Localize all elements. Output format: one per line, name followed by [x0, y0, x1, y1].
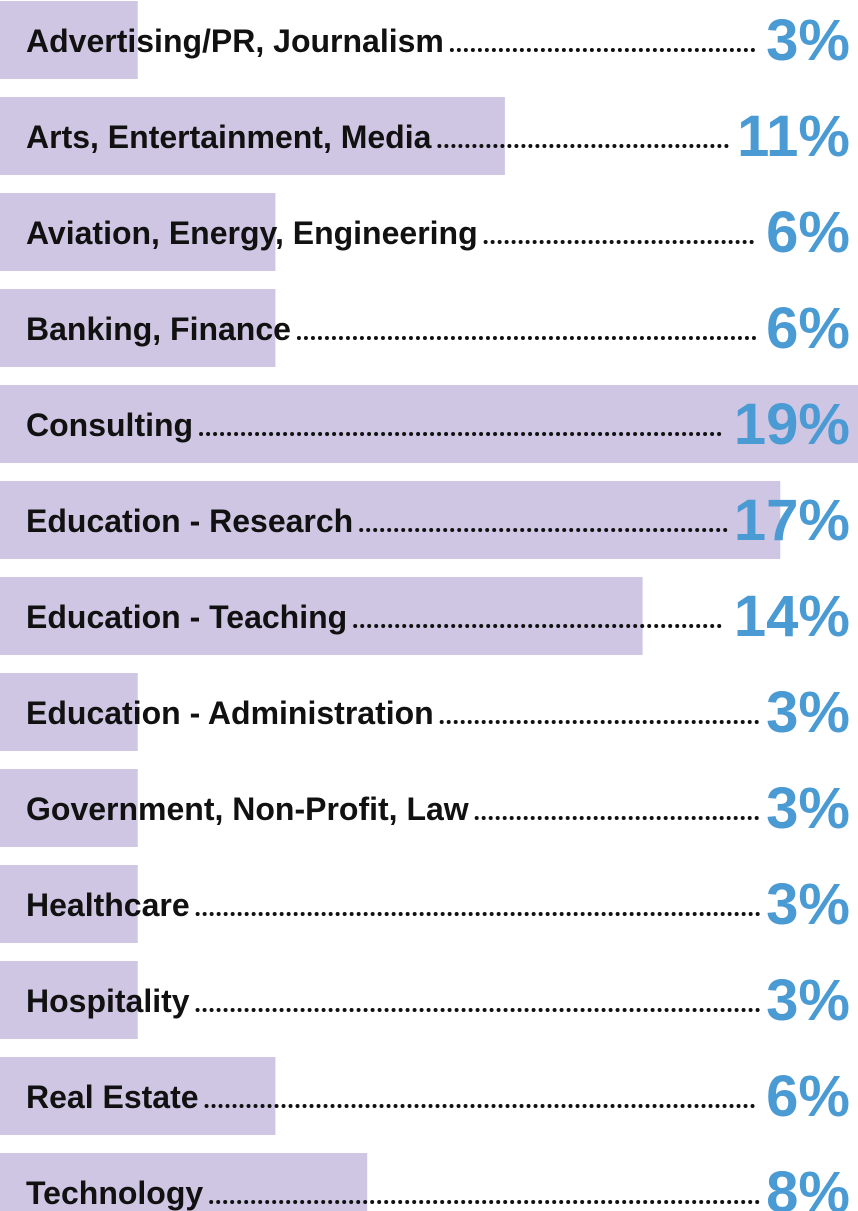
- bar: [0, 97, 505, 175]
- bar: [0, 577, 643, 655]
- category-label: Education - Teaching: [26, 599, 347, 635]
- value-label: 3%: [766, 776, 850, 841]
- value-label: 11%: [737, 104, 850, 169]
- category-label: Healthcare: [26, 887, 190, 923]
- bar: [0, 673, 138, 751]
- category-label: Hospitality: [26, 983, 190, 1019]
- category-label: Real Estate: [26, 1079, 199, 1115]
- value-label: 17%: [734, 488, 850, 553]
- value-label: 8%: [766, 1160, 850, 1211]
- bar: [0, 1057, 276, 1135]
- category-label: Government, Non-Profit, Law: [26, 791, 469, 827]
- category-label: Banking, Finance: [26, 311, 291, 347]
- bar: [0, 1, 138, 79]
- bar: [0, 865, 138, 943]
- bar: [0, 193, 276, 271]
- value-label: 3%: [766, 872, 850, 937]
- bar: [0, 769, 138, 847]
- value-label: 3%: [766, 680, 850, 745]
- bar: [0, 385, 858, 463]
- category-label: Consulting: [26, 407, 193, 443]
- category-label: Education - Research: [26, 503, 353, 539]
- category-label: Advertising/PR, Journalism: [26, 23, 444, 59]
- value-label: 3%: [766, 8, 850, 73]
- bar: [0, 1153, 368, 1211]
- category-label: Education - Administration: [26, 695, 434, 731]
- bar: [0, 961, 138, 1039]
- category-label: Arts, Entertainment, Media: [26, 119, 432, 155]
- value-label: 6%: [766, 296, 850, 361]
- category-label: Aviation, Energy, Engineering: [26, 215, 478, 251]
- value-label: 6%: [766, 200, 850, 265]
- value-label: 14%: [734, 584, 850, 649]
- category-label: Technology: [26, 1175, 203, 1211]
- bar: [0, 289, 276, 367]
- bar: [0, 481, 781, 559]
- value-label: 6%: [766, 1064, 850, 1129]
- value-label: 19%: [734, 392, 850, 457]
- value-label: 3%: [766, 968, 850, 1033]
